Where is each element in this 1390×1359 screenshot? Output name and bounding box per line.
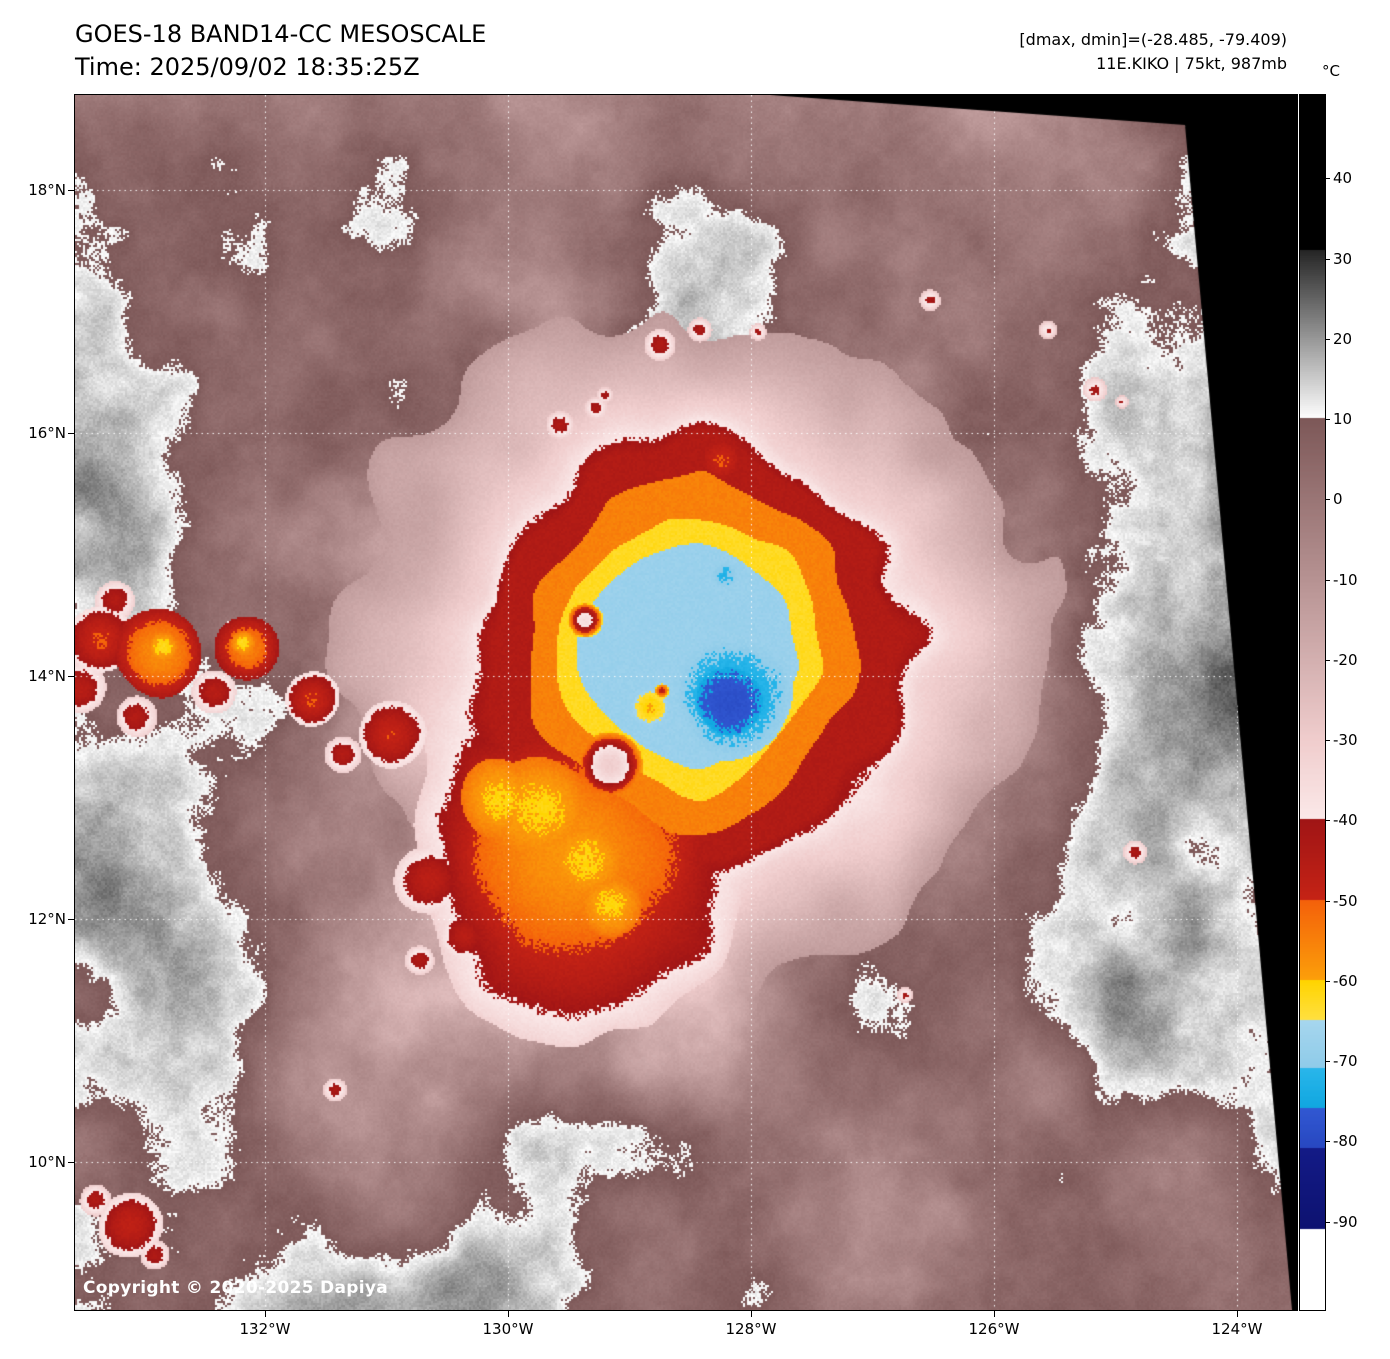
- lat-tick-label: 18°N: [28, 181, 66, 199]
- figure-title: GOES-18 BAND14-CC MESOSCALE: [75, 20, 487, 48]
- colorbar-tick-label: 40: [1333, 169, 1353, 188]
- colorbar-tick-mark: [1326, 820, 1330, 821]
- lon-tick-label: 128°W: [725, 1320, 777, 1338]
- colorbar-tick-mark: [1326, 259, 1330, 260]
- colorbar-gradient: [1300, 95, 1325, 1310]
- colorbar-tick-mark: [1326, 740, 1330, 741]
- colorbar-tick-label: -70: [1333, 1052, 1358, 1071]
- lon-tick-label: 126°W: [968, 1320, 1020, 1338]
- colorbar-tick-label: -40: [1333, 811, 1358, 830]
- lon-tick-mark: [994, 1311, 995, 1317]
- figure-timestamp: Time: 2025/09/02 18:35:25Z: [75, 53, 420, 81]
- lat-tick-mark: [68, 676, 74, 677]
- lon-tick-label: 124°W: [1211, 1320, 1263, 1338]
- colorbar-tick-mark: [1326, 660, 1330, 661]
- lat-tick-label: 14°N: [28, 667, 66, 685]
- lon-tick-mark: [508, 1311, 509, 1317]
- colorbar-tick-mark: [1326, 499, 1330, 500]
- lat-tick-label: 12°N: [28, 910, 66, 928]
- lat-tick-label: 10°N: [28, 1153, 66, 1171]
- lat-tick-label: 16°N: [28, 424, 66, 442]
- colorbar-units-label: °C: [1322, 62, 1340, 80]
- colorbar-tick-label: 0: [1333, 490, 1343, 509]
- colorbar-tick-mark: [1326, 1061, 1330, 1062]
- colorbar-tick-label: 20: [1333, 329, 1353, 348]
- colorbar-tick-mark: [1326, 419, 1330, 420]
- lat-tick-mark: [68, 919, 74, 920]
- lon-tick-mark: [265, 1311, 266, 1317]
- lon-tick-mark: [751, 1311, 752, 1317]
- dmax-dmin-readout: [dmax, dmin]=(-28.485, -79.409): [1019, 30, 1287, 49]
- copyright-watermark: Copyright © 2020-2025 Dapiya: [83, 1278, 388, 1298]
- lat-tick-mark: [68, 1162, 74, 1163]
- lon-tick-label: 130°W: [482, 1320, 534, 1338]
- colorbar-tick-mark: [1326, 178, 1330, 179]
- colorbar-tick-mark: [1326, 981, 1330, 982]
- colorbar-tick-mark: [1326, 339, 1330, 340]
- colorbar-tick-label: -50: [1333, 891, 1358, 910]
- map-panel: Copyright © 2020-2025 Dapiya: [74, 94, 1298, 1311]
- colorbar-tick-label: -80: [1333, 1132, 1358, 1151]
- colorbar-tick-label: -20: [1333, 650, 1358, 669]
- lon-tick-mark: [1237, 1311, 1238, 1317]
- colorbar-panel: [1299, 94, 1326, 1311]
- colorbar-tick-mark: [1326, 1141, 1330, 1142]
- colorbar-tick-label: 10: [1333, 410, 1353, 429]
- colorbar-tick-label: -60: [1333, 971, 1358, 990]
- colorbar-tick-label: -90: [1333, 1212, 1358, 1231]
- satellite-image: [75, 95, 1297, 1310]
- colorbar-tick-mark: [1326, 901, 1330, 902]
- lon-tick-label: 132°W: [239, 1320, 291, 1338]
- storm-id-intensity: 11E.KIKO | 75kt, 987mb: [1096, 54, 1287, 73]
- lat-tick-mark: [68, 433, 74, 434]
- colorbar-tick-label: -10: [1333, 570, 1358, 589]
- lat-tick-mark: [68, 190, 74, 191]
- colorbar-tick-mark: [1326, 1222, 1330, 1223]
- colorbar-tick-label: 30: [1333, 249, 1353, 268]
- colorbar-tick-label: -30: [1333, 731, 1358, 750]
- colorbar-tick-mark: [1326, 580, 1330, 581]
